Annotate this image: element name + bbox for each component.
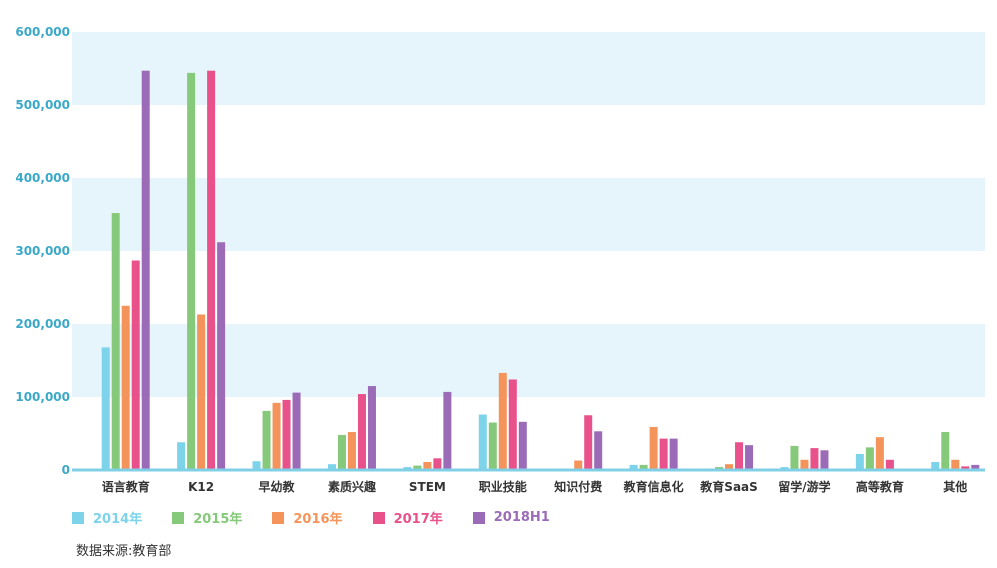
bar xyxy=(855,453,864,470)
legend-item: 2017年 xyxy=(372,508,443,527)
legend-label: 2018H1 xyxy=(493,510,550,525)
bar xyxy=(443,391,452,470)
bar xyxy=(865,447,874,470)
bar xyxy=(961,466,970,470)
bar xyxy=(790,445,799,470)
bar xyxy=(423,461,432,470)
y-tick-label: 400,000 xyxy=(15,171,70,185)
legend-label: 2017年 xyxy=(393,512,443,527)
legend-label: 2016年 xyxy=(293,512,343,527)
bar xyxy=(413,465,422,470)
bar xyxy=(141,70,150,470)
legend: 2014年 2015年 2016年 2017年 2018H1 xyxy=(72,508,580,527)
source-note: 数据来源:教育部 xyxy=(76,544,172,559)
bar xyxy=(498,372,507,470)
bar xyxy=(187,72,196,470)
legend-swatch xyxy=(272,511,285,524)
bar xyxy=(101,347,110,470)
bar xyxy=(508,379,517,470)
bar xyxy=(639,464,648,470)
bar xyxy=(131,260,140,470)
y-tick-label: 100,000 xyxy=(15,390,70,404)
bar xyxy=(574,460,583,470)
bar xyxy=(111,213,120,471)
bar xyxy=(292,392,301,470)
bar xyxy=(971,464,980,470)
bar xyxy=(357,394,366,470)
bar xyxy=(272,402,281,470)
bar xyxy=(367,386,376,470)
x-tick-label: 留学/游学 xyxy=(778,479,830,494)
y-tick-label: 0 xyxy=(62,463,70,477)
bar xyxy=(327,464,336,470)
bar-chart: 0 100,000 200,000 300,000 400,000 500,000 600,… xyxy=(15,25,985,494)
bar xyxy=(217,242,226,470)
y-tick-label: 600,000 xyxy=(15,25,70,39)
bar xyxy=(337,434,346,470)
x-tick-label: 教育SaaS xyxy=(699,479,757,494)
legend-item: 2018H1 xyxy=(472,510,550,525)
y-tick-label: 200,000 xyxy=(15,317,70,331)
bar xyxy=(951,459,960,470)
bar xyxy=(800,459,809,470)
y-tick-label: 500,000 xyxy=(15,98,70,112)
bar xyxy=(820,450,829,470)
bar xyxy=(594,431,603,470)
legend-item: 2014年 xyxy=(72,508,142,527)
bar xyxy=(262,410,271,470)
bar xyxy=(669,438,678,470)
x-tick-label: K12 xyxy=(188,480,214,494)
legend-item: 2015年 xyxy=(172,508,242,527)
x-tick-label: STEM xyxy=(409,480,446,494)
x-tick-label: 语言教育 xyxy=(102,479,150,494)
x-tick-label: 职业技能 xyxy=(479,479,527,494)
x-tick-label: 知识付费 xyxy=(553,479,602,494)
x-tick-label: 高等教育 xyxy=(856,479,904,494)
bar xyxy=(177,442,186,470)
legend-label: 2015年 xyxy=(193,512,243,527)
bar xyxy=(931,461,940,470)
x-tick-label: 其他 xyxy=(943,479,967,494)
legend-swatch xyxy=(472,511,485,524)
bar xyxy=(347,432,356,470)
y-axis-ticks: 0 100,000 200,000 300,000 400,000 500,000 600,… xyxy=(15,25,70,477)
bar xyxy=(197,314,206,470)
bar xyxy=(433,458,442,470)
bar xyxy=(121,305,130,470)
legend-swatch xyxy=(172,511,185,524)
legend-item: 2016年 xyxy=(272,508,343,527)
grid-band xyxy=(72,178,985,251)
y-tick-label: 300,000 xyxy=(15,244,70,258)
bar xyxy=(282,399,291,470)
bar xyxy=(649,426,658,470)
bar xyxy=(875,437,884,470)
bar xyxy=(735,442,744,470)
legend-swatch xyxy=(72,511,84,524)
legend-swatch xyxy=(372,511,385,524)
bar xyxy=(745,445,754,470)
bar xyxy=(478,414,487,470)
legend-label: 2014年 xyxy=(93,512,143,527)
bar xyxy=(629,464,638,470)
bars xyxy=(101,70,980,471)
bar xyxy=(584,415,593,470)
x-axis-ticks: 语言教育 K12 早幼教 素质兴趣 STEM 职业技能 知识付费 教育信息化 教育SaaS 留学/… xyxy=(102,479,968,494)
bar xyxy=(885,459,894,470)
x-tick-label: 教育信息化 xyxy=(623,479,684,494)
grid-bands xyxy=(72,32,985,397)
x-tick-label: 早幼教 xyxy=(259,479,296,494)
bar xyxy=(810,448,819,470)
bar xyxy=(488,422,497,470)
bar xyxy=(941,432,950,470)
bar xyxy=(207,70,216,470)
x-tick-label: 素质兴趣 xyxy=(328,479,377,494)
bar xyxy=(252,461,261,470)
bar xyxy=(518,421,527,470)
grid-band xyxy=(72,32,985,105)
bar xyxy=(659,438,668,470)
bar xyxy=(725,464,734,470)
